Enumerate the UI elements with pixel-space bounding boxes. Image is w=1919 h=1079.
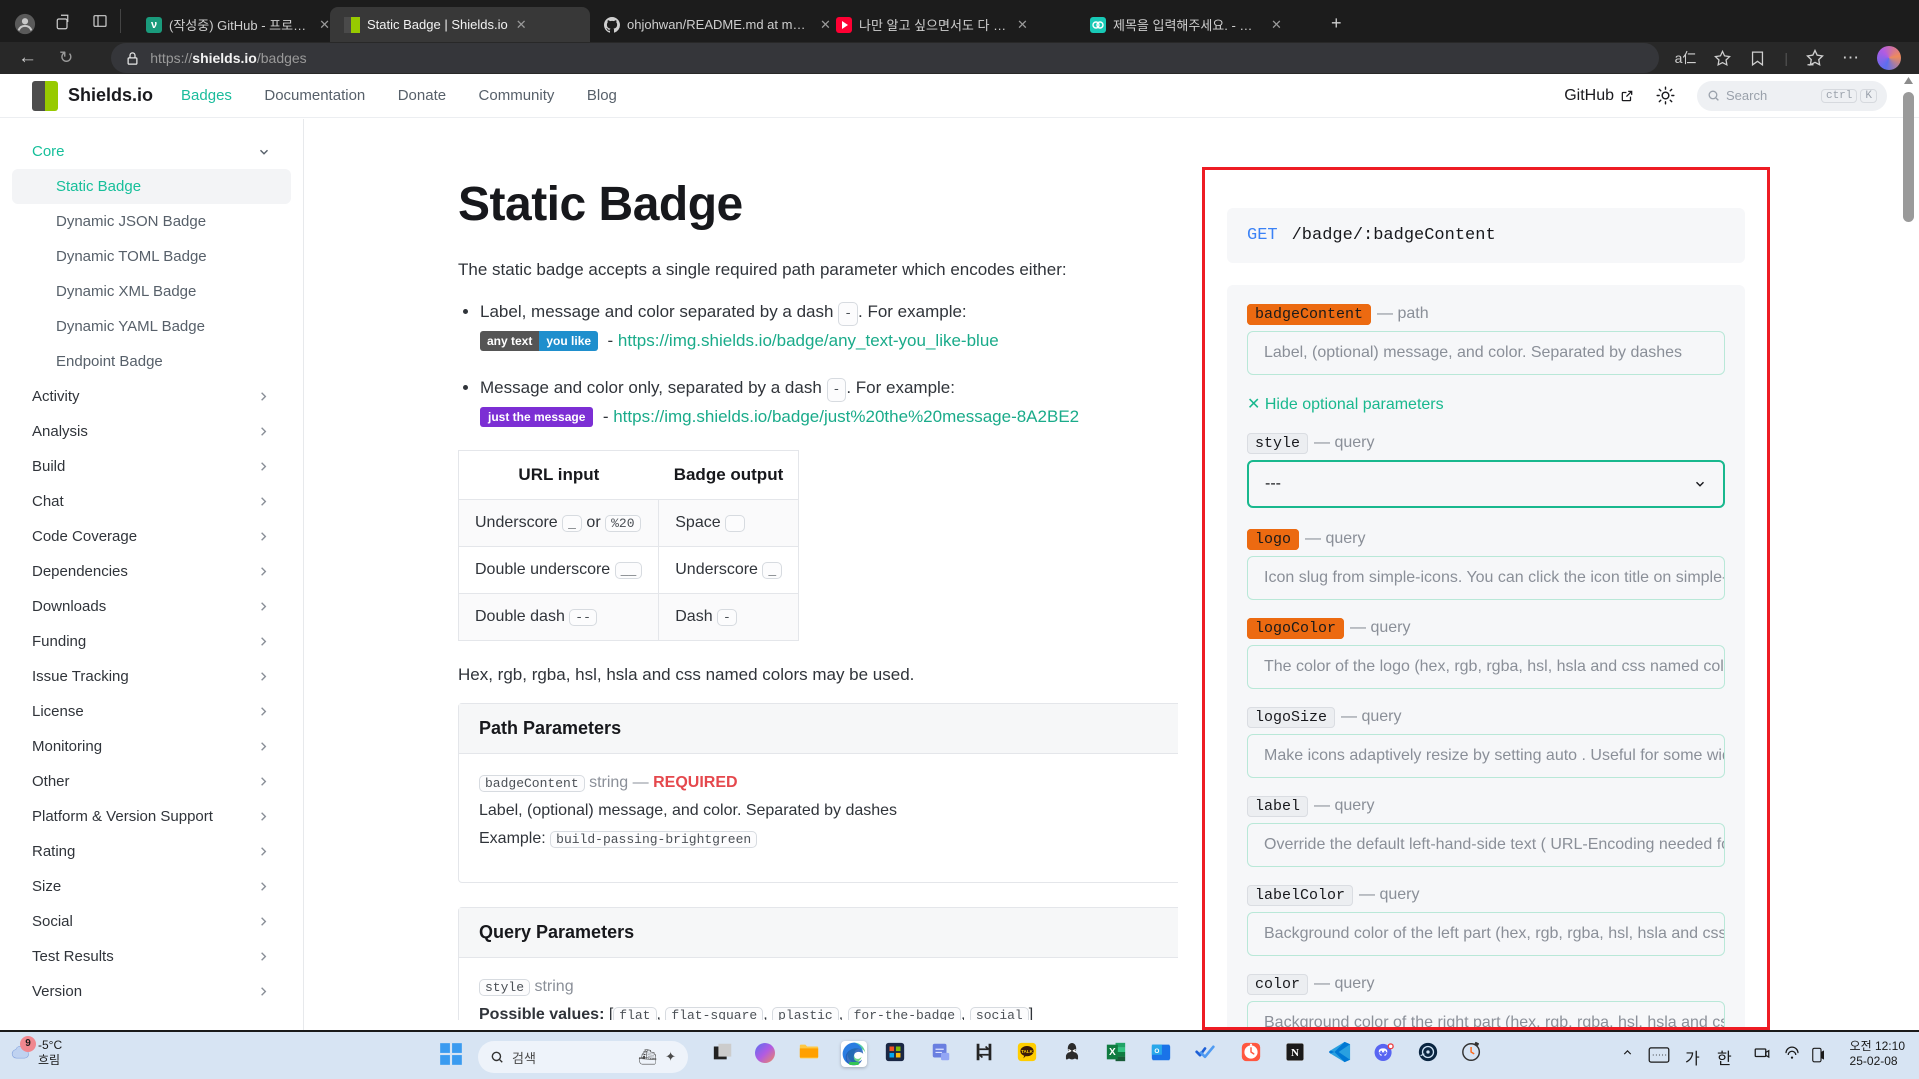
svg-text:TALK: TALK: [1021, 1049, 1034, 1054]
svg-text:X: X: [1109, 1047, 1116, 1058]
svg-text:O: O: [1154, 1048, 1159, 1055]
svg-text:N: N: [1291, 1047, 1299, 1059]
